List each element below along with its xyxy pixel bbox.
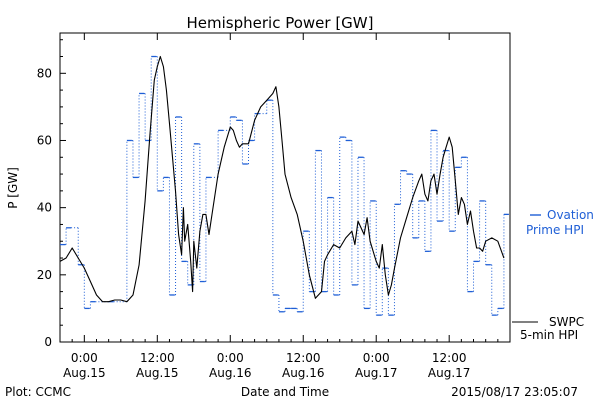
y-tick-label: 40 <box>37 201 52 215</box>
x-tick-date-label: Aug.17 <box>428 366 471 380</box>
y-axis-label: P [GW] <box>6 167 20 209</box>
x-tick-time-label: 12:00 <box>286 351 321 365</box>
legend-ovation-label-line2: Prime HPI <box>526 223 584 237</box>
x-tick-date-label: Aug.15 <box>63 366 106 380</box>
chart-title: Hemispheric Power [GW] <box>187 14 374 32</box>
series-swpc <box>59 55 505 303</box>
legend-ovation-label-line1: Ovation <box>547 208 594 222</box>
legend-swpc-label-line1: SWPC <box>549 315 584 329</box>
swpc-line <box>59 55 505 303</box>
plot-frame <box>59 32 511 343</box>
legend-swpc: SWPC 5-min HPI <box>512 315 584 342</box>
y-tick-label: 60 <box>37 133 52 147</box>
x-axis: 0:00Aug.1512:00Aug.150:00Aug.1612:00Aug.… <box>59 33 511 380</box>
y-tick-label: 80 <box>37 66 52 80</box>
footer-timestamp: 2015/08/17 23:05:07 <box>451 385 578 399</box>
y-tick-label: 0 <box>44 335 52 349</box>
x-tick-time-label: 12:00 <box>140 351 175 365</box>
legend-ovation: Ovation Prime HPI <box>526 208 594 237</box>
x-tick-time-label: 0:00 <box>363 351 390 365</box>
series-ovation-prime <box>60 55 509 316</box>
x-tick-time-label: 12:00 <box>432 351 467 365</box>
y-axis: 0 20 40 60 80 <box>37 39 66 349</box>
x-tick-date-label: Aug.16 <box>282 366 325 380</box>
x-tick-date-label: Aug.16 <box>209 366 252 380</box>
x-axis-label: Date and Time <box>241 385 329 399</box>
legend-swpc-label-line2: 5-min HPI <box>520 328 578 342</box>
x-tick-date-label: Aug.15 <box>136 366 179 380</box>
y-tick-label: 20 <box>37 268 52 282</box>
x-tick-time-label: 0:00 <box>71 351 98 365</box>
x-tick-time-label: 0:00 <box>217 351 244 365</box>
x-tick-date-label: Aug.17 <box>355 366 398 380</box>
footer-plot-credit: Plot: CCMC <box>5 385 71 399</box>
